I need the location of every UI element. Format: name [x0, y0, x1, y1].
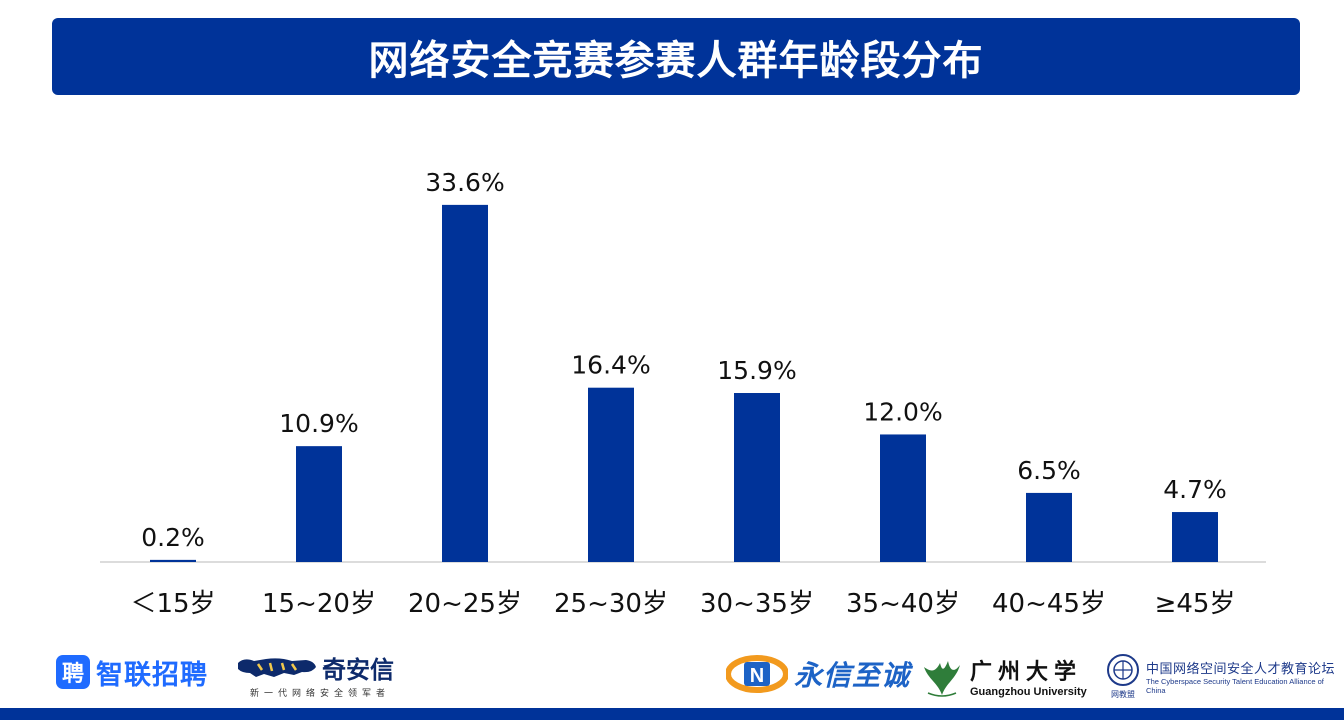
data-label: 16.4% — [571, 351, 650, 380]
data-label: 4.7% — [1163, 475, 1227, 504]
x-tick-label: 40~45岁 — [992, 589, 1106, 619]
qianxin-logo-text: 奇安信 — [322, 656, 394, 684]
bar — [1026, 492, 1072, 562]
alliance-tag: 网教盟 — [1111, 689, 1135, 699]
yongxin-logo-text: 永信至诚 — [794, 659, 911, 692]
data-label: 12.0% — [863, 397, 942, 426]
x-tick-label: 20~25岁 — [408, 589, 522, 619]
x-tick-label: 35~40岁 — [846, 589, 960, 619]
bar — [880, 434, 926, 562]
bar — [1172, 512, 1218, 562]
chart-title: 网络安全竞赛参赛人群年龄段分布 — [368, 37, 984, 84]
yongxin-logo: N 永信至诚 — [726, 652, 910, 696]
alliance-logo: 网教盟 中国网络空间安全人才教育论坛 The Cyberspace Securi… — [1106, 652, 1344, 700]
zhilian-logo-text: 智联招聘 — [96, 659, 208, 691]
x-tick-label: ＜15岁 — [130, 589, 215, 619]
data-label: 0.2% — [141, 523, 205, 552]
bar — [588, 387, 634, 562]
data-label: 33.6% — [425, 168, 504, 197]
yongxin-mark-icon: N — [726, 655, 788, 693]
bar — [442, 204, 488, 562]
qianxin-logo: 奇安信 新一代网络安全领军者 — [236, 650, 394, 700]
data-label: 15.9% — [717, 356, 796, 385]
bar — [150, 559, 196, 562]
gzhu-logo: 广州大学 Guangzhou University — [920, 652, 1087, 700]
footer-stripe — [0, 708, 1344, 720]
alliance-name-cn: 中国网络空间安全人才教育论坛 — [1146, 661, 1336, 677]
x-tick-label: 25~30岁 — [554, 589, 668, 619]
gzhu-name-cn: 广州大学 — [970, 659, 1083, 685]
gzhu-name-en: Guangzhou University — [970, 686, 1087, 698]
alliance-emblem-icon — [1107, 653, 1139, 686]
yongxin-mark-letter: N — [750, 665, 764, 687]
alliance-name-en: The Cyberspace Security Talent Education… — [1146, 676, 1324, 695]
title-bar: 网络安全竞赛参赛人群年龄段分布 — [52, 18, 1300, 95]
zhilian-badge-icon: 聘 — [56, 655, 90, 689]
qianxin-tiger-icon — [238, 657, 316, 677]
data-label: 10.9% — [279, 409, 358, 438]
bar — [734, 393, 780, 562]
x-tick-label: 30~35岁 — [700, 589, 814, 619]
data-label: 6.5% — [1017, 456, 1081, 485]
x-tick-label: 15~20岁 — [262, 589, 376, 619]
x-tick-label: ≥45岁 — [1155, 589, 1236, 619]
bar — [296, 446, 342, 562]
zhilian-logo: 聘 智联招聘 — [56, 652, 208, 692]
gzhu-emblem-icon — [924, 661, 960, 697]
qianxin-slogan: 新一代网络安全领军者 — [250, 689, 391, 699]
